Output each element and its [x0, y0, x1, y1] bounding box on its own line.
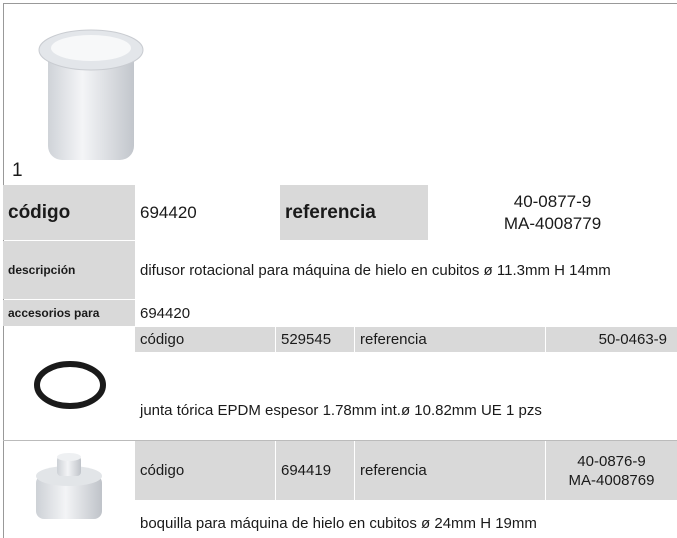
- accessory-description: junta tórica EPDM espesor 1.78mm int.ø 1…: [140, 401, 542, 419]
- border-top: [3, 3, 677, 4]
- code: 694420: [140, 203, 197, 222]
- accessories-for: 694420: [140, 304, 191, 322]
- code-label: código: [3, 185, 135, 240]
- product-image: [38, 29, 144, 160]
- reference: 40-0877-9 MA-4008779: [428, 185, 677, 240]
- reference-line: MA-4008769: [568, 471, 655, 489]
- accessory-code: 529545: [276, 327, 354, 352]
- accessory-description: boquilla para máquina de hielo en cubito…: [140, 514, 537, 532]
- accessory-code-label: código: [135, 327, 275, 352]
- description-label: descripción: [3, 241, 135, 299]
- separator: [3, 440, 677, 441]
- accessories-label: accesorios para: [3, 300, 135, 326]
- accessory-reference: 50-0463-9: [546, 327, 677, 352]
- reference-label: referencia: [280, 185, 428, 240]
- accessory-reference: 40-0876-9 MA-4008769: [546, 441, 677, 500]
- accessory-image: [36, 453, 102, 519]
- reference-line: MA-4008779: [503, 213, 602, 233]
- reference-line: 40-0877-9: [513, 191, 592, 211]
- image-number: 1: [12, 160, 23, 181]
- reference-line: 40-0876-9: [577, 452, 646, 470]
- accessory-code: 694419: [276, 441, 354, 500]
- description: difusor rotacional para máquina de hielo…: [140, 261, 611, 279]
- accessory-reference-label: referencia: [355, 441, 545, 500]
- accessory-image: [34, 361, 106, 409]
- accessory-code-label: código: [135, 441, 275, 500]
- accessory-reference-label: referencia: [355, 327, 545, 352]
